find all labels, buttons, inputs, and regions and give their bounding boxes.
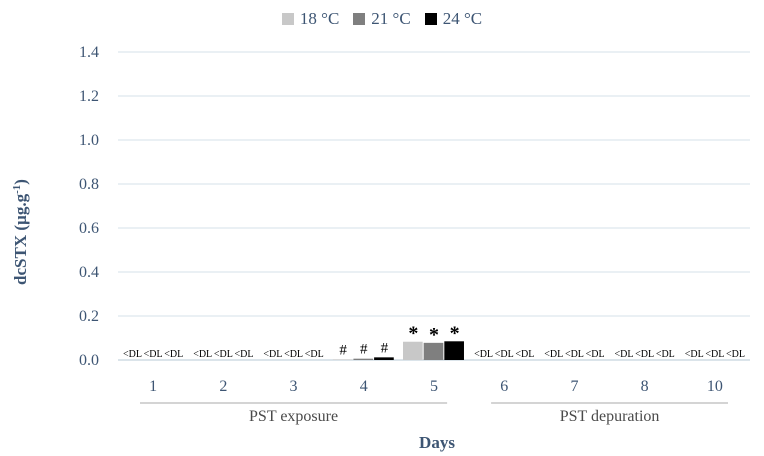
category-groups: PST exposure PST depuration: [140, 402, 728, 425]
bar-label: <DL: [726, 349, 745, 360]
legend-label-21: 21 °C: [371, 9, 411, 28]
y-tick-label: 1.0: [79, 132, 99, 149]
bar-label: <DL: [193, 349, 212, 360]
bar-label: <DL: [544, 349, 563, 360]
bar-label: <DL: [144, 349, 163, 360]
bar-label: <DL: [656, 349, 675, 360]
x-axis-ticks: 1 2 3 4 5 6 7 8 10: [149, 378, 723, 395]
x-tick-label: 5: [430, 378, 438, 395]
legend-label-24: 24 °C: [442, 9, 483, 28]
bar-label: <DL: [474, 349, 493, 360]
x-tick-label: 4: [360, 378, 368, 395]
bar-label: *: [450, 322, 460, 344]
bar-label: <DL: [214, 349, 233, 360]
legend-swatch-21: [353, 13, 366, 25]
legend-item-21: 21 °C: [353, 9, 411, 29]
bar-label: <DL: [284, 349, 303, 360]
legend-swatch-24: [424, 13, 437, 25]
bar-label: *: [408, 323, 418, 345]
bar-label: <DL: [495, 349, 514, 360]
y-axis-label-main: dcSTX (µg.g: [11, 193, 30, 285]
y-tick-label: 0.4: [79, 264, 99, 281]
x-tick-label: 3: [290, 378, 298, 395]
legend-swatch-18: [281, 13, 294, 25]
bar-label: <DL: [586, 349, 605, 360]
legend-label-18: 18 °C: [299, 9, 340, 28]
y-tick-label: 0.0: [79, 352, 99, 369]
bar-label: <DL: [263, 349, 282, 360]
bars: [332, 341, 464, 360]
bar-label: <DL: [635, 349, 654, 360]
x-axis-label: Days: [419, 433, 455, 452]
y-axis-label-close: ): [11, 179, 30, 185]
bar-label: <DL: [123, 349, 142, 360]
group-label: PST depuration: [560, 408, 660, 425]
bar-label: <DL: [515, 349, 534, 360]
bar-label: #: [381, 340, 389, 356]
chart-legend: 18 °C 21 °C 24 °C: [0, 9, 764, 29]
legend-item-18: 18 °C: [281, 9, 340, 29]
bar-label: *: [429, 324, 439, 346]
x-tick-label: 6: [500, 378, 508, 395]
bar-label: <DL: [615, 349, 634, 360]
bar-label: <DL: [234, 349, 253, 360]
y-axis-label: dcSTX (µg.g-1): [11, 179, 30, 285]
bar: [353, 358, 374, 360]
x-tick-label: 2: [219, 378, 227, 395]
x-tick-label: 7: [570, 378, 578, 395]
bar: [444, 341, 464, 360]
y-tick-label: 0.6: [79, 220, 99, 237]
y-tick-label: 1.2: [79, 88, 99, 105]
y-axis-label-sup: -1: [11, 185, 23, 194]
bar: [423, 342, 444, 360]
bar-label: <DL: [685, 349, 704, 360]
y-tick-label: 1.4: [79, 44, 99, 61]
y-tick-label: 0.2: [79, 308, 99, 325]
x-tick-label: 1: [149, 378, 157, 395]
bar-labels: <DL <DL <DL <DL <DL <DL <DL <DL <DL # # #* * *<DL <DL <…: [123, 322, 745, 360]
bar: [332, 359, 353, 360]
group-label: PST exposure: [249, 408, 338, 425]
bar-label: #: [339, 342, 347, 358]
bar-label: <DL: [164, 349, 183, 360]
legend-item-24: 24 °C: [424, 9, 483, 29]
bar-label: #: [360, 342, 368, 358]
bar-label: <DL: [305, 349, 324, 360]
bar: [403, 341, 423, 360]
bar-label: <DL: [705, 349, 724, 360]
bar: [374, 357, 394, 360]
x-tick-label: 8: [641, 378, 649, 395]
gridlines: [118, 51, 750, 361]
x-tick-label: 10: [707, 378, 723, 395]
y-axis-ticks: 0.0 0.2 0.4 0.6 0.8 1.0 1.2 1.4: [79, 44, 99, 369]
bar-label: <DL: [565, 349, 584, 360]
y-tick-label: 0.8: [79, 176, 99, 193]
